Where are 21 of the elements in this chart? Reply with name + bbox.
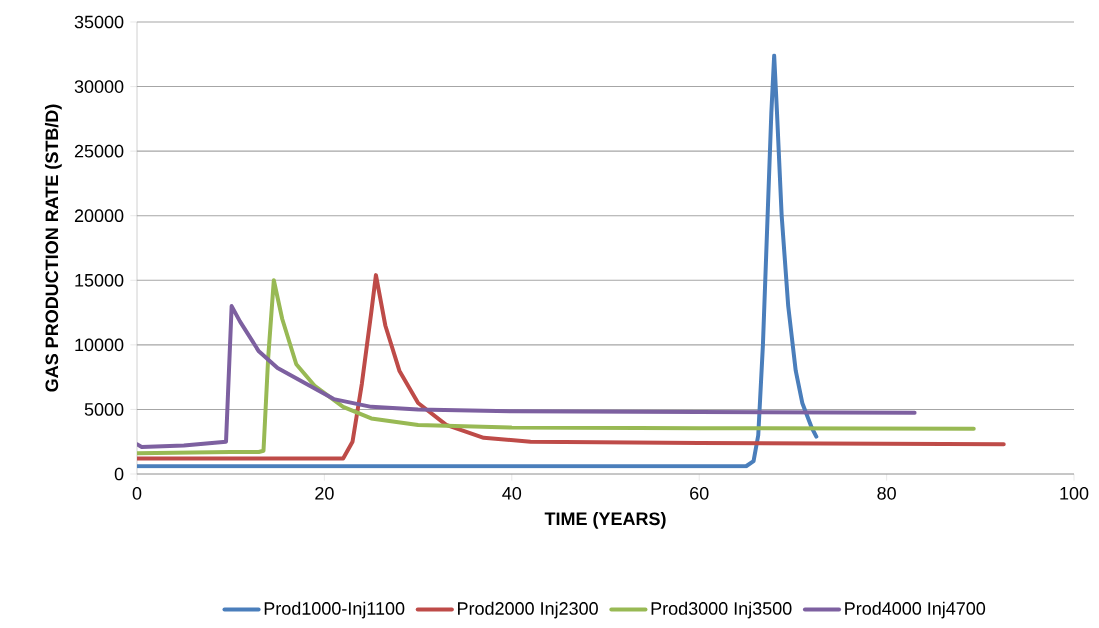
legend-label: Prod1000-Inj1100 xyxy=(264,601,405,619)
x-tick-label: 100 xyxy=(1060,486,1089,500)
y-tick-label: 0 xyxy=(114,467,124,481)
legend-label: Prod2000 Inj2300 xyxy=(458,601,598,619)
y-axis-title: GAS PRODUCTION RATE (STB/D) xyxy=(44,104,62,392)
y-tick-label: 25000 xyxy=(74,144,124,158)
x-axis-title: TIME (YEARS) xyxy=(544,511,666,529)
legend-label: Prod3000 Inj3500 xyxy=(651,601,792,619)
y-tick-label: 35000 xyxy=(74,15,124,29)
x-tick-label: 40 xyxy=(502,486,522,500)
x-tick-label: 0 xyxy=(132,486,142,500)
x-tick-label: 60 xyxy=(690,486,709,500)
legend-label: Prod4000 Inj4700 xyxy=(845,601,986,619)
line-series xyxy=(137,53,819,469)
x-tick-label: 80 xyxy=(877,486,896,500)
x-tick-label: 20 xyxy=(315,486,334,500)
y-tick-label: 5000 xyxy=(84,403,124,416)
y-tick-label: 20000 xyxy=(74,209,124,223)
y-tick-label: 15000 xyxy=(75,273,124,287)
y-tick-label: 30000 xyxy=(74,80,124,93)
y-tick-label: 10000 xyxy=(75,338,124,352)
